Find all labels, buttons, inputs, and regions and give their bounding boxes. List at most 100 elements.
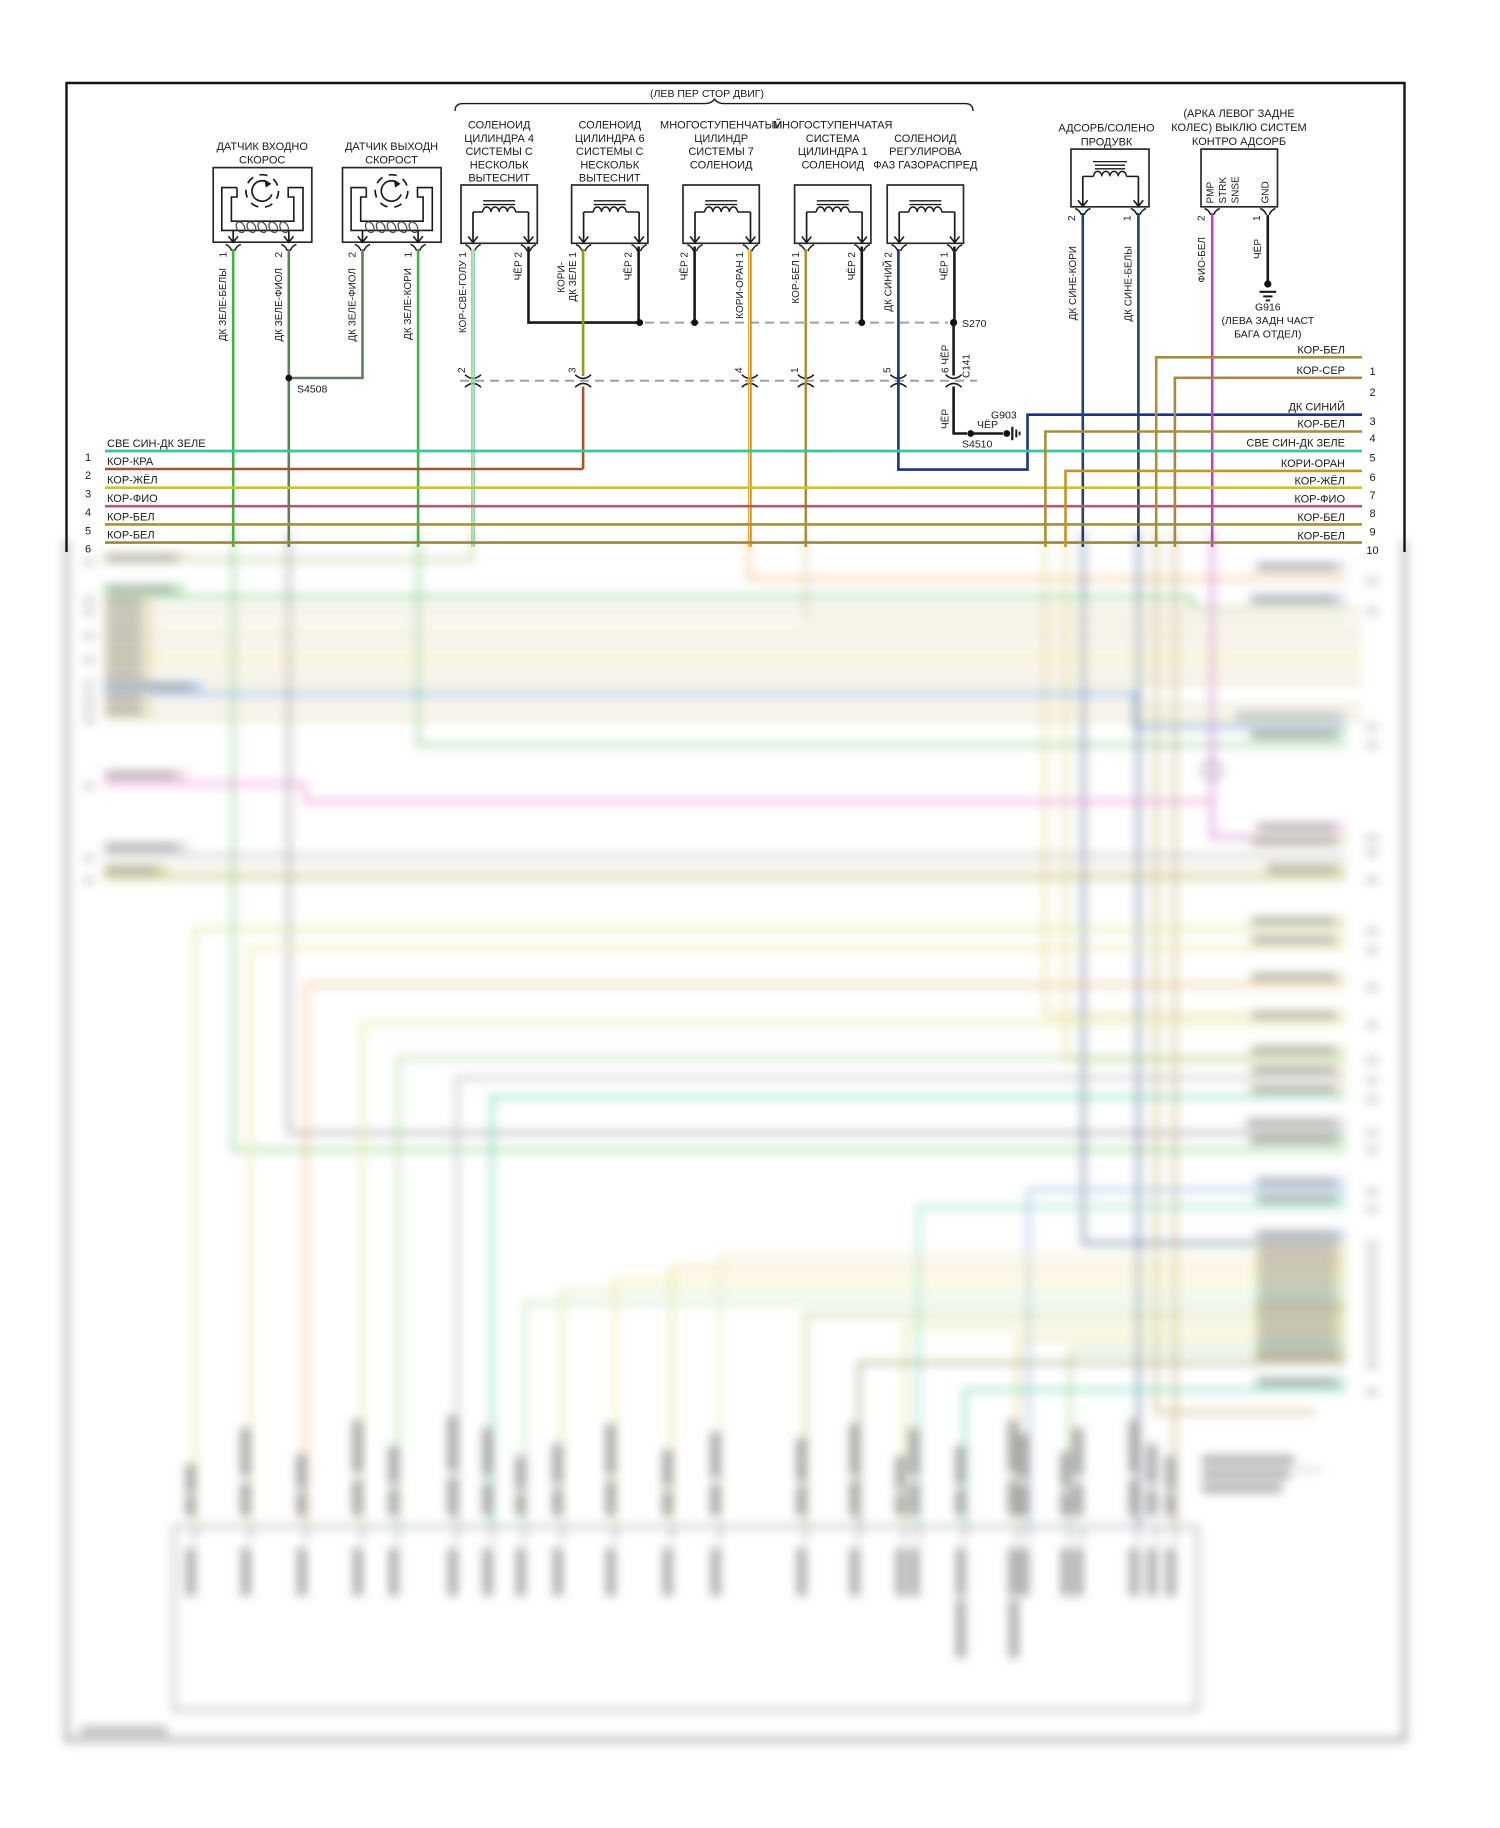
svg-text:(АРКА ЛЕВОГ ЗАДНЕ: (АРКА ЛЕВОГ ЗАДНЕ [1183,108,1294,120]
svg-text:КОРИ-ОРАН 1: КОРИ-ОРАН 1 [735,252,746,319]
svg-text:КОР-ФИО: КОР-ФИО [107,493,158,505]
svg-text:ЧЁР: ЧЁР [940,409,952,429]
svg-text:GND: GND [1260,181,1271,203]
svg-text:3: 3 [1369,416,1375,428]
svg-text:ДК ЗЕЛЕ-ФИОЛ: ДК ЗЕЛЕ-ФИОЛ [348,268,359,342]
svg-text:G916: G916 [1255,302,1281,314]
svg-text:СВЕ СИН-ДК ЗЕЛЕ: СВЕ СИН-ДК ЗЕЛЕ [107,438,206,450]
svg-text:ЦИЛИНДР: ЦИЛИНДР [694,133,748,145]
svg-text:МНОГОСТУПЕНЧАТЫЙ: МНОГОСТУПЕНЧАТЫЙ [660,119,782,132]
svg-text:КОНТРО АДСОРБ: КОНТРО АДСОРБ [1192,136,1286,148]
svg-text:1: 1 [1123,215,1134,221]
svg-text:ДАТЧИК ВХОДНО: ДАТЧИК ВХОДНО [216,141,308,153]
svg-text:АДСОРБ/СОЛЕНО: АДСОРБ/СОЛЕНО [1058,123,1155,135]
svg-text:1: 1 [218,252,229,258]
svg-text:5: 5 [883,367,894,373]
svg-text:ЧЁР 2: ЧЁР 2 [679,252,691,281]
svg-text:S270: S270 [962,318,987,330]
svg-text:ЦИЛИНДРА 1: ЦИЛИНДРА 1 [798,146,868,158]
svg-text:ДК СИНИЙ: ДК СИНИЙ [1288,401,1345,414]
svg-text:2: 2 [1067,215,1078,221]
svg-text:КОР-БЕЛ: КОР-БЕЛ [1297,531,1345,543]
svg-text:S4510: S4510 [962,439,993,451]
svg-text:3: 3 [567,367,578,373]
svg-text:7: 7 [1369,490,1375,502]
svg-text:БАГА ОТДЕЛ): БАГА ОТДЕЛ) [1234,329,1301,341]
svg-text:КОР-ЖЁЛ: КОР-ЖЁЛ [107,475,158,487]
svg-text:1: 1 [403,252,414,258]
svg-text:ДК СИНИЙ 2: ДК СИНИЙ 2 [881,252,894,312]
svg-text:(ЛЕВ ПЕР СТОР ДВИГ): (ЛЕВ ПЕР СТОР ДВИГ) [650,88,764,100]
svg-text:ЧЁР 2: ЧЁР 2 [846,252,858,281]
svg-text:СОЛЕНОИД: СОЛЕНОИД [894,133,957,145]
svg-text:СИСТЕМЫ С: СИСТЕМЫ С [465,146,532,158]
svg-text:2: 2 [85,470,91,482]
svg-text:СИСТЕМЫ 7: СИСТЕМЫ 7 [688,146,754,158]
svg-text:СОЛЕНОИД: СОЛЕНОИД [690,159,753,171]
svg-text:S4508: S4508 [297,384,328,396]
svg-text:ЧЁР 2: ЧЁР 2 [623,252,635,281]
svg-text:ЧЁР: ЧЁР [977,419,998,431]
svg-text:G903: G903 [991,410,1017,422]
svg-text:ДК СИНЕ-КОРИ: ДК СИНЕ-КОРИ [1068,246,1079,320]
svg-text:6: 6 [85,544,91,556]
svg-text:10: 10 [1366,545,1378,557]
svg-text:2: 2 [457,367,468,373]
svg-text:ДК ЗЕЛЕ-БЕЛЫ: ДК ЗЕЛЕ-БЕЛЫ [218,268,229,341]
svg-text:ЧЁР 2: ЧЁР 2 [513,252,525,281]
svg-text:1: 1 [1369,366,1375,378]
svg-text:ЦИЛИНДРА 4: ЦИЛИНДРА 4 [464,133,534,145]
svg-text:4: 4 [734,367,745,373]
svg-text:ЧЁР 1: ЧЁР 1 [938,252,950,281]
svg-text:МНОГОСТУПЕНЧАТАЯ: МНОГОСТУПЕНЧАТАЯ [773,120,893,132]
svg-text:C141: C141 [962,354,973,378]
svg-text:КОР-БЕЛ: КОР-БЕЛ [1297,419,1345,431]
svg-text:НЕСКОЛЬК: НЕСКОЛЬК [470,159,529,171]
svg-text:3: 3 [85,489,91,501]
svg-text:КОРИ-ОРАН: КОРИ-ОРАН [1281,458,1345,470]
svg-text:КОР-БЕЛ 1: КОР-БЕЛ 1 [791,252,802,304]
svg-text:ЧЁР: ЧЁР [1252,239,1264,259]
svg-text:КОР-БЕЛ: КОР-БЕЛ [107,530,155,542]
svg-text:ФИО-БЕЛ: ФИО-БЕЛ [1197,237,1208,283]
svg-text:ФАЗ ГАЗОРАСПРЕД: ФАЗ ГАЗОРАСПРЕД [873,159,978,171]
svg-text:КОР-СВЕ-ГОЛУ 1: КОР-СВЕ-ГОЛУ 1 [458,252,469,334]
svg-text:2: 2 [1369,387,1375,399]
svg-text:ВЫТЕСНИТ: ВЫТЕСНИТ [468,173,530,185]
svg-text:КОР-БЕЛ: КОР-БЕЛ [107,511,155,523]
svg-text:КОР-БЕЛ: КОР-БЕЛ [1297,344,1345,356]
svg-text:ДК ЗЕЛЕ 1: ДК ЗЕЛЕ 1 [568,252,579,302]
svg-text:9: 9 [1369,526,1375,538]
svg-text:SNSE: SNSE [1231,176,1242,204]
svg-text:СИСТЕМА: СИСТЕМА [806,133,861,145]
svg-text:(ЛЕВА ЗАДН ЧАСТ: (ЛЕВА ЗАДН ЧАСТ [1221,315,1314,327]
svg-text:КОРИ-: КОРИ- [557,262,568,293]
svg-text:ДК СИНЕ-БЕЛЫ: ДК СИНЕ-БЕЛЫ [1123,246,1134,322]
svg-text:6: 6 [1369,472,1375,484]
svg-text:СВЕ СИН-ДК ЗЕЛЕ: СВЕ СИН-ДК ЗЕЛЕ [1246,438,1345,450]
svg-text:4: 4 [1369,433,1375,445]
svg-text:КОР-БЕЛ: КОР-БЕЛ [1297,512,1345,524]
svg-text:ДАТЧИК ВЫХОДН: ДАТЧИК ВЫХОДН [345,141,438,153]
svg-text:СКОРОС: СКОРОС [239,155,285,167]
svg-text:СОЛЕНОИД: СОЛЕНОИД [578,120,641,132]
svg-text:5: 5 [1369,453,1375,465]
svg-text:2: 2 [1196,215,1207,221]
svg-text:ДК ЗЕЛЕ-КОРИ: ДК ЗЕЛЕ-КОРИ [403,268,414,340]
svg-text:КОЛЕС) ВЫКЛЮ СИСТЕМ: КОЛЕС) ВЫКЛЮ СИСТЕМ [1171,122,1306,134]
svg-text:КОР-СЕР: КОР-СЕР [1297,365,1345,377]
svg-text:1: 1 [1252,215,1263,221]
svg-text:СОЛЕНОИД: СОЛЕНОИД [801,159,864,171]
svg-text:5: 5 [85,525,91,537]
svg-text:РЕГУЛИРОВА: РЕГУЛИРОВА [889,146,962,158]
svg-text:1: 1 [85,452,91,464]
svg-text:2: 2 [348,252,359,258]
svg-text:8: 8 [1369,508,1375,520]
svg-text:2: 2 [274,252,285,258]
svg-text:ЦИЛИНДРА 6: ЦИЛИНДРА 6 [575,133,645,145]
svg-text:НЕСКОЛЬК: НЕСКОЛЬК [580,159,639,171]
svg-text:STRK: STRK [1218,177,1229,204]
svg-text:ВЫТЕСНИТ: ВЫТЕСНИТ [579,173,641,185]
svg-text:КОР-ЖЁЛ: КОР-ЖЁЛ [1294,476,1345,488]
svg-text:1: 1 [790,367,801,373]
